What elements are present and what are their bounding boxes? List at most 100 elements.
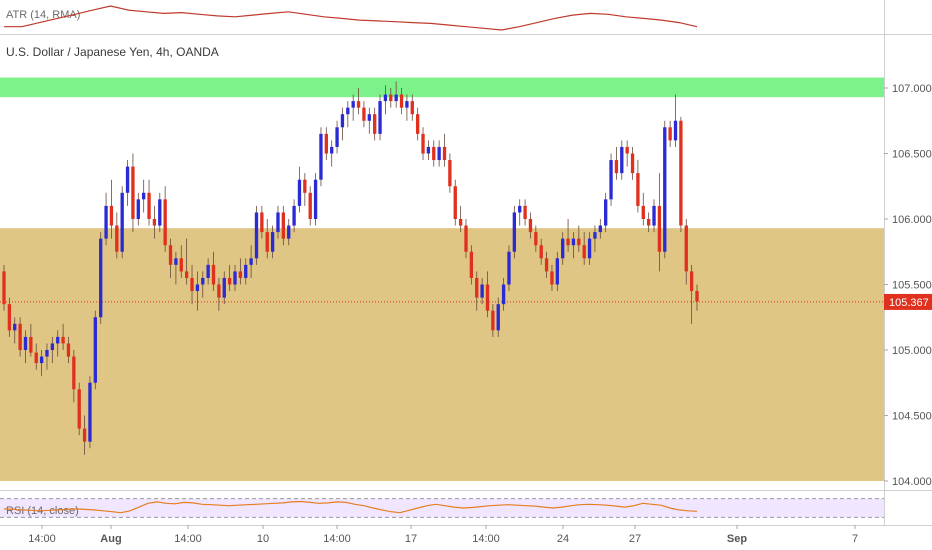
candle-down xyxy=(184,271,189,278)
candle-down xyxy=(168,245,173,265)
candle-down xyxy=(550,271,554,285)
support-zone xyxy=(0,228,884,481)
candle-down xyxy=(475,277,479,298)
candle-down xyxy=(373,114,377,134)
candle-down xyxy=(539,245,543,259)
candlestick-series xyxy=(2,81,699,455)
candle-down xyxy=(163,199,167,246)
candle-up xyxy=(394,94,398,102)
time-axis[interactable]: 14:00 Aug 14:00 10 14:00 17 14:00 24 27 Sep 7 xyxy=(28,525,858,545)
candle-up xyxy=(125,166,130,193)
candle-up xyxy=(330,146,334,154)
price-tick-label: 105.500 xyxy=(892,280,932,292)
candle-up xyxy=(378,101,382,134)
candle-up xyxy=(609,160,613,200)
candle-down xyxy=(544,258,549,272)
candle-down xyxy=(695,291,699,302)
candle-down xyxy=(458,219,463,226)
candle-up xyxy=(604,199,608,226)
candle-down xyxy=(668,127,672,141)
atr-indicator-label: ATR (14, RMA) xyxy=(6,9,80,21)
candle-up xyxy=(249,258,253,265)
atr-line xyxy=(4,5,698,31)
candle-down xyxy=(464,225,468,252)
candle-up xyxy=(136,199,140,219)
candle-up xyxy=(496,304,500,331)
candle-down xyxy=(432,146,436,161)
candle-up xyxy=(313,179,318,219)
candle-up xyxy=(426,146,431,154)
time-tick-label: 10 xyxy=(257,533,269,545)
time-tick-label: Sep xyxy=(727,533,747,545)
candle-up xyxy=(222,277,226,298)
candle-down xyxy=(356,101,361,108)
candle-down xyxy=(29,336,33,353)
candle-down xyxy=(34,352,38,364)
candle-up xyxy=(335,127,339,147)
time-tick-label: 14:00 xyxy=(323,533,351,545)
candle-down xyxy=(217,284,221,298)
candle-down xyxy=(61,336,65,344)
candle-down xyxy=(415,114,420,134)
candle-down xyxy=(211,264,216,285)
candle-up xyxy=(201,277,205,285)
candle-up xyxy=(383,94,388,102)
candle-up xyxy=(351,101,355,108)
candle-down xyxy=(469,251,474,278)
price-tick-label: 104.000 xyxy=(892,476,932,488)
candle-down xyxy=(614,160,619,174)
candle-up xyxy=(480,284,484,298)
candle-down xyxy=(453,186,457,219)
candle-up xyxy=(405,101,409,108)
time-tick-label: 14:00 xyxy=(28,533,56,545)
candle-up xyxy=(233,271,237,285)
candle-up xyxy=(142,192,146,200)
price-tick-label: 107.000 xyxy=(892,83,932,95)
candle-up xyxy=(512,212,517,252)
candle-down xyxy=(303,179,307,193)
last-price-value: 105.367 xyxy=(889,297,929,309)
price-tick-label: 106.000 xyxy=(892,214,932,226)
candle-down xyxy=(389,94,393,102)
candle-up xyxy=(561,238,565,259)
symbol-title: U.S. Dollar / Japanese Yen, 4h, OANDA xyxy=(6,45,219,59)
candle-down xyxy=(523,205,527,219)
time-tick-label: 24 xyxy=(557,533,569,545)
candle-down xyxy=(147,192,151,219)
candle-up xyxy=(652,205,656,226)
candle-up xyxy=(104,205,108,239)
candle-up xyxy=(518,205,522,213)
rsi-band xyxy=(0,498,884,518)
candle-up xyxy=(292,205,296,226)
candle-down xyxy=(421,133,425,154)
candle-down xyxy=(410,101,414,115)
candle-up xyxy=(99,238,103,318)
candle-down xyxy=(689,271,694,292)
candle-up xyxy=(663,127,667,252)
candle-down xyxy=(7,304,12,331)
candle-up xyxy=(120,192,124,252)
candle-down xyxy=(641,205,645,219)
candle-up xyxy=(340,114,345,128)
candle-down xyxy=(657,205,662,252)
candle-down xyxy=(362,107,366,121)
candle-up xyxy=(254,212,259,259)
time-tick-label: Aug xyxy=(100,533,121,545)
candle-up xyxy=(206,264,210,278)
candle-up xyxy=(56,336,60,344)
candle-down xyxy=(18,323,22,350)
time-tick-label: 27 xyxy=(629,533,641,545)
price-pane: U.S. Dollar / Japanese Yen, 4h, OANDA xyxy=(0,45,884,481)
candle-down xyxy=(485,284,490,311)
candle-down xyxy=(679,120,683,226)
candle-down xyxy=(684,225,688,272)
candle-up xyxy=(673,120,678,141)
candle-up xyxy=(13,323,17,331)
price-axis[interactable]: 107.000 106.500 106.000 105.500 105.000 104.5… xyxy=(884,83,932,488)
candle-up xyxy=(587,238,592,259)
candle-up xyxy=(174,258,178,265)
candle-down xyxy=(227,277,232,285)
time-tick-label: 14:00 xyxy=(472,533,500,545)
candle-up xyxy=(593,232,597,239)
